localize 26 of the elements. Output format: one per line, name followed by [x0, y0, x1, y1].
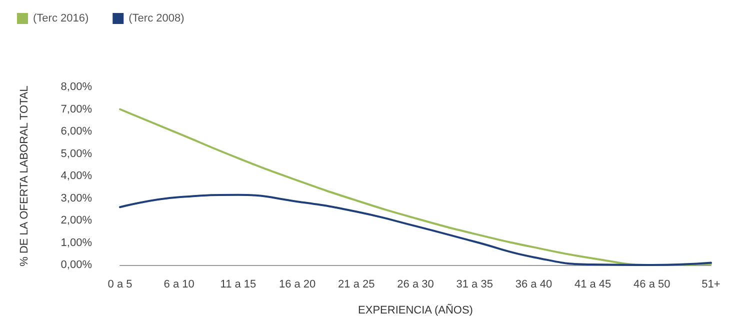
y-tick-label: 5,00% — [60, 148, 92, 160]
x-tick-label: 51+ — [702, 278, 720, 290]
line-series — [119, 108, 712, 266]
x-axis-title: EXPERIENCIA (AÑOS) — [358, 304, 473, 316]
y-tick-label: 3,00% — [60, 192, 92, 204]
legend-label: (Terc 2008) — [128, 12, 184, 24]
x-tick-label: 46 a 50 — [634, 278, 670, 290]
y-tick-label: 7,00% — [60, 103, 92, 116]
x-tick-label: 26 a 30 — [397, 278, 434, 290]
x-tick-label: 6 a 10 — [164, 278, 194, 290]
y-tick-label: 4,00% — [60, 170, 92, 182]
y-tick-label: 6,00% — [60, 126, 92, 138]
y-tick-label: 8,00% — [60, 81, 92, 93]
y-axis-title: % DE LA OFERTA LABORAL TOTAL — [18, 86, 30, 266]
x-tick-label: 11 a 15 — [220, 278, 256, 290]
x-tick-label: 41 a 45 — [574, 278, 612, 290]
x-tick-label: 31 a 35 — [456, 278, 493, 290]
x-tick-label: 21 a 25 — [338, 278, 375, 290]
legend-label: (Terc 2016) — [33, 12, 89, 24]
y-tick-label: 0,00% — [60, 259, 92, 271]
y-tick-label: 2,00% — [60, 214, 92, 226]
y-tick-label: 1,00% — [60, 236, 92, 249]
line-series — [119, 194, 712, 266]
x-tick-label: 0 a 5 — [108, 278, 132, 290]
x-tick-label: 36 a 40 — [515, 278, 552, 290]
x-tick-label: 16 a 20 — [278, 278, 316, 290]
